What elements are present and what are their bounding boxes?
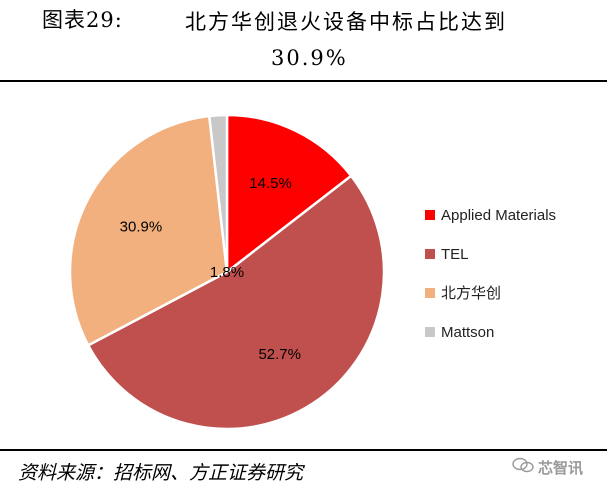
top-rule bbox=[0, 80, 607, 82]
figure-label: 图表29: bbox=[42, 8, 123, 32]
legend-label-item-2: 北方华创 bbox=[441, 285, 501, 302]
report-header: 图表29: 北方华创退火设备中标占比达到 30.9% bbox=[0, 0, 607, 86]
pie-data-label-tel: 52.7% bbox=[258, 346, 301, 363]
pie-slice-tel bbox=[86, 174, 386, 431]
pie-slice-applied-materials bbox=[225, 113, 353, 275]
pie-data-label-applied-materials: 14.5% bbox=[249, 175, 292, 192]
watermark-text: 芯智讯 bbox=[538, 460, 584, 477]
chart-title-line-2: 30.9% bbox=[271, 46, 348, 70]
legend-label-mattson: Mattson bbox=[441, 324, 494, 341]
pie-chart: 14.5% 52.7% 30.9% 1.8% Applied Materials TEL 北… bbox=[68, 113, 556, 431]
pie-data-label-mattson: 1.8% bbox=[210, 264, 244, 281]
legend-label-applied-materials: Applied Materials bbox=[441, 207, 556, 224]
source-note: 资料来源：招标网、方正证券研究 bbox=[18, 462, 304, 484]
chart-title-line-1: 北方华创退火设备中标占比达到 bbox=[185, 10, 507, 34]
chart-title: 北方华创退火设备中标占比达到 30.9% bbox=[185, 4, 575, 76]
pie-data-label-slice-2: 30.9% bbox=[120, 219, 163, 236]
legend-swatch-applied-materials bbox=[425, 210, 435, 220]
legend-swatch-item-2 bbox=[425, 288, 435, 298]
pie-slice-mattson bbox=[207, 113, 229, 273]
wechat-icon bbox=[512, 457, 534, 473]
watermark: 芯智讯 bbox=[512, 452, 602, 482]
legend-label-tel: TEL bbox=[441, 246, 469, 263]
bottom-rule bbox=[0, 449, 607, 451]
pie-chart-area: 14.5% 52.7% 30.9% 1.8% Applied Materials TEL 北… bbox=[0, 82, 607, 448]
pie-slice-slice-2 bbox=[68, 114, 229, 348]
legend-swatch-mattson bbox=[425, 327, 435, 337]
legend-swatch-tel bbox=[425, 249, 435, 259]
